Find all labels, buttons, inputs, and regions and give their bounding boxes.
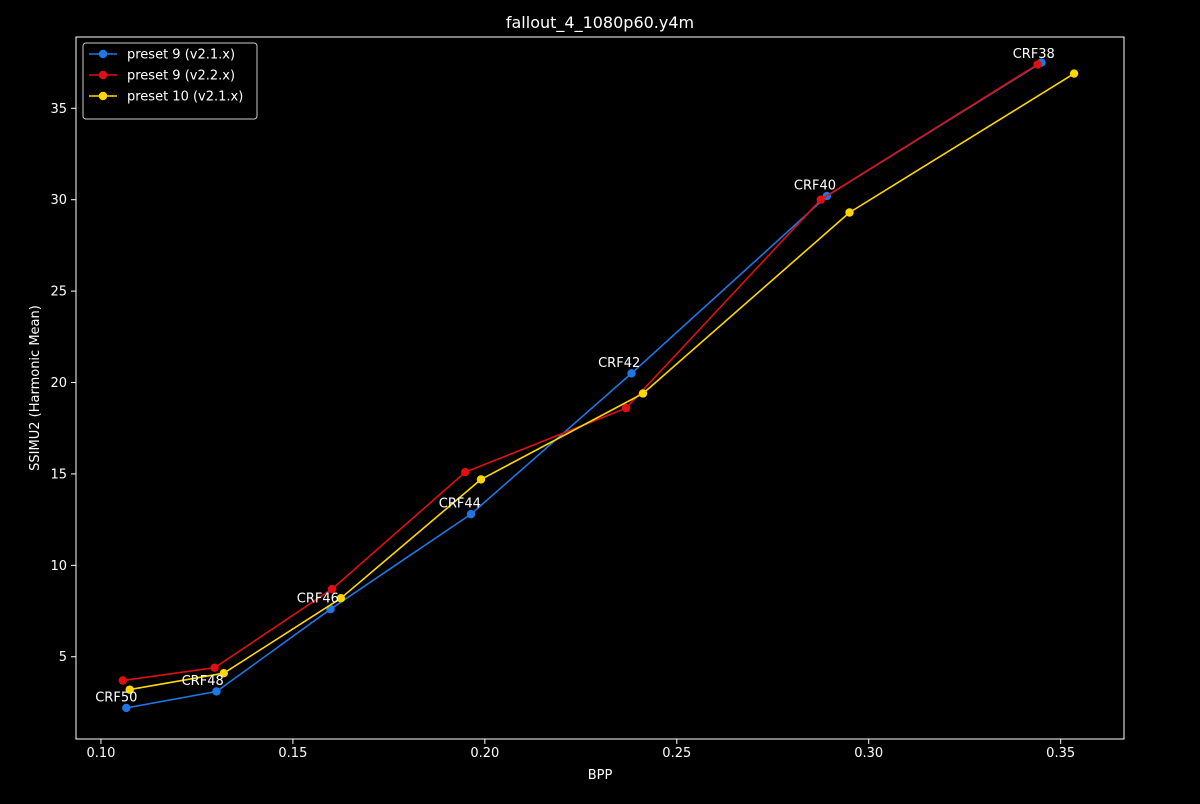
- series-3-point: [476, 475, 486, 484]
- series-2-point: [327, 584, 337, 594]
- series-1-point: [122, 703, 131, 713]
- legend-marker-3: [98, 91, 108, 101]
- crf-annotation: CRF44: [439, 497, 481, 512]
- series-3-point: [638, 389, 648, 398]
- series-3-point: [219, 668, 228, 678]
- y-tick-label: 30: [50, 193, 67, 208]
- series-2-point: [621, 403, 631, 413]
- series-2-point: [210, 663, 219, 672]
- series-3-point: [845, 208, 854, 217]
- y-tick-label: 20: [50, 376, 67, 391]
- series-2-point: [1033, 60, 1042, 69]
- series-3-point: [125, 685, 134, 694]
- y-tick-label: 25: [50, 285, 67, 300]
- x-tick-label: 0.10: [86, 746, 115, 761]
- legend-marker-1: [98, 49, 108, 59]
- legend-label-2: preset 9 (v2.2.x): [127, 69, 235, 84]
- legend-label-1: preset 9 (v2.1.x): [127, 48, 235, 63]
- plot-frame: [75, 36, 1125, 740]
- x-axis-title: BPP: [588, 768, 613, 783]
- legend-label-3: preset 10 (v2.1.x): [127, 90, 243, 105]
- series-2-point: [118, 676, 128, 685]
- series-2-point: [461, 467, 470, 477]
- y-axis-title: SSIMU2 (Harmonic Mean): [28, 305, 43, 471]
- series-1-point: [627, 369, 636, 378]
- chart-title: fallout_4_1080p60.y4m: [506, 13, 694, 33]
- y-tick-label: 15: [50, 467, 67, 482]
- x-tick-label: 0.35: [1046, 746, 1075, 761]
- y-tick-label: 5: [59, 650, 67, 665]
- series-2-point: [816, 195, 825, 204]
- plot-area: 0.10 0.15 0.20 0.25 0.30 0.35 5 10 15 20 25 30 35 CRF…: [50, 36, 1125, 761]
- crf-annotation: CRF38: [1013, 47, 1055, 62]
- crf-annotation: CRF40: [794, 179, 836, 194]
- crf-annotation: CRF42: [598, 356, 640, 371]
- y-tick-label: 35: [50, 102, 67, 117]
- x-tick-label: 0.25: [662, 746, 691, 761]
- x-tick-label: 0.30: [854, 746, 883, 761]
- series-3-point: [336, 594, 346, 603]
- series-3-point: [1069, 69, 1079, 78]
- series-1-point: [466, 509, 476, 519]
- x-tick-label: 0.15: [278, 746, 307, 761]
- legend-box: [82, 42, 258, 120]
- crf-annotation: CRF46: [297, 592, 339, 607]
- x-tick-label: 0.20: [470, 746, 499, 761]
- crf-annotation: CRF50: [95, 690, 137, 705]
- y-tick-label: 10: [50, 559, 67, 574]
- series-1-point: [212, 687, 221, 696]
- legend-marker-2: [98, 70, 108, 80]
- crf-annotation: CRF48: [182, 674, 224, 689]
